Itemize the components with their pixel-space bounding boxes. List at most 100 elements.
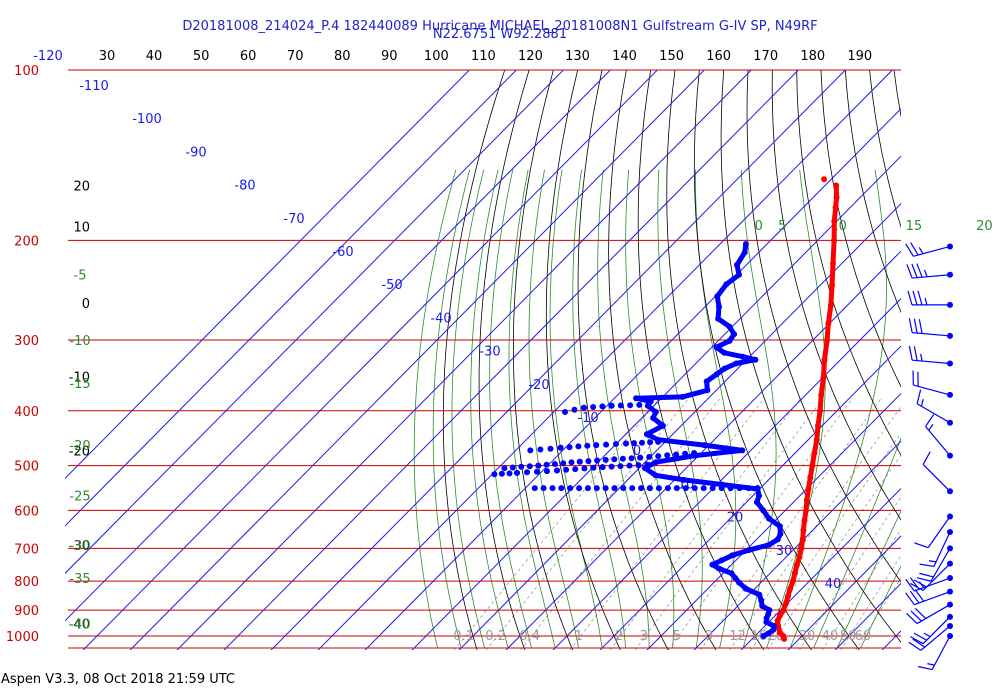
wind-barb-shaft	[922, 463, 951, 492]
isotherm-line	[646, 392, 901, 650]
dewpoint-trace-point	[756, 492, 762, 499]
dry-adiabat-line	[967, 70, 1000, 650]
isotherm-line	[364, 108, 901, 650]
dewpoint-excursion-point	[626, 462, 633, 469]
dry-adiabat-line	[771, 70, 901, 521]
dewpoint-trace-point	[713, 371, 720, 378]
wind-barb-flag	[909, 590, 920, 604]
top-axis-tick-label: 70	[287, 49, 304, 64]
temperature-trace-point	[813, 436, 820, 443]
dry-adiabat-label: 20	[73, 180, 90, 195]
dewpoint-excursion-point	[619, 455, 626, 462]
wind-barb-flag	[927, 663, 935, 666]
moist-adiabat-label: 15	[906, 219, 923, 234]
moist-adiabat-label: -5	[74, 269, 87, 284]
dewpoint-excursion-point	[646, 485, 653, 492]
dewpoint-trace-point	[753, 499, 760, 506]
temperature-trace-point	[785, 593, 791, 600]
dewpoint-excursion-point	[639, 439, 645, 446]
dewpoint-trace-point	[736, 579, 743, 586]
dewpoint-excursion-point	[754, 485, 761, 492]
wind-barb-flag	[917, 290, 923, 306]
wind-barb-flag	[920, 353, 923, 362]
isotherm-label: -10	[577, 411, 598, 426]
dewpoint-trace-point	[726, 323, 733, 330]
dewpoint-excursion-point	[602, 456, 609, 463]
wind-barb-shaft	[922, 616, 951, 645]
dry-adiabat-line	[513, 70, 574, 650]
wind-barb-shaft	[916, 403, 951, 424]
dewpoint-excursion-point	[691, 450, 698, 456]
wind-barb-shaft	[930, 548, 951, 582]
dewpoint-excursion-point	[563, 466, 570, 473]
temperature-trace-point	[833, 194, 840, 201]
dewpoint-excursion-point	[576, 485, 583, 492]
dewpoint-excursion-point	[608, 463, 615, 470]
dewpoint-excursion-point	[575, 443, 582, 450]
temperature-trace-point	[818, 391, 825, 398]
temperature-trace-point	[815, 422, 821, 429]
dewpoint-excursion-point	[537, 446, 544, 453]
wind-barbs	[905, 242, 953, 671]
dewpoint-excursion-point	[682, 485, 689, 492]
dry-adiabat-label: 0	[82, 297, 90, 312]
temperature-trace-point	[830, 260, 836, 267]
isotherm-line	[176, 70, 753, 650]
dewpoint-excursion-point	[566, 444, 573, 451]
temperature-trace-point	[780, 607, 787, 614]
top-axis-tick-label: 100	[424, 49, 449, 64]
wind-barb-flag	[910, 242, 919, 256]
temperature-trace-point	[824, 337, 831, 344]
dewpoint-excursion-point	[655, 485, 662, 492]
isotherm-line	[65, 70, 471, 480]
dewpoint-excursion-point	[531, 485, 538, 492]
dewpoint-excursion-point	[526, 463, 533, 470]
temperature-trace-point	[821, 356, 828, 363]
wind-barb-flag	[919, 563, 935, 568]
temperature-trace-point	[807, 474, 814, 481]
mixing-ratio-label: 30	[799, 629, 816, 644]
dewpoint-excursion-point	[637, 454, 644, 461]
dewpoint-trace-point	[758, 597, 765, 604]
dewpoint-excursion-point	[736, 485, 743, 492]
wind-barb-flag	[922, 451, 931, 465]
pressure-tick-label: 500	[14, 460, 39, 475]
temperature-trace-point	[803, 497, 810, 503]
dewpoint-excursion-point	[593, 485, 600, 492]
wind-barb-flag	[905, 578, 915, 592]
dewpoint-excursion-point	[655, 453, 662, 460]
wind-barb-flag	[923, 269, 928, 277]
dewpoint-excursion-point	[611, 485, 618, 492]
dewpoint-trace-point	[650, 415, 657, 421]
wind-barb-flag	[920, 399, 924, 407]
wind-barb-shaft	[925, 426, 951, 456]
wind-barb-flag	[912, 290, 918, 306]
dewpoint-excursion-point	[558, 485, 565, 492]
wind-barb-flag	[908, 641, 922, 651]
moist-adiabat-label: -35	[69, 572, 90, 587]
temperature-trace-point	[783, 600, 790, 607]
top-axis-tick-label: 190	[847, 49, 872, 64]
dewpoint-excursion-point	[581, 465, 588, 472]
dewpoint-excursion-point	[554, 467, 560, 474]
moist-adiabat-label: -40	[69, 617, 90, 632]
dewpoint-excursion-point	[673, 485, 680, 492]
dewpoint-excursion-point	[498, 470, 505, 477]
moist-adiabat-label: -25	[69, 490, 90, 505]
top-axis-tick-label: 160	[706, 49, 731, 64]
mixing-ratio-label: 3	[640, 629, 648, 644]
dewpoint-excursion-point	[631, 440, 637, 447]
wind-barb-flag	[905, 592, 915, 606]
dewpoint-excursion-point	[524, 469, 530, 476]
isotherm-line	[82, 70, 659, 650]
dewpoint-trace-point	[659, 422, 666, 429]
mixing-ratio-label: 0.1	[453, 629, 474, 644]
wind-barb-flag	[916, 389, 922, 404]
dewpoint-excursion-point	[509, 464, 516, 471]
wind-barb-flag	[907, 290, 913, 306]
top-axis-tick-label: 80	[334, 49, 351, 64]
wind-barb-shaft	[922, 563, 951, 591]
top-axis-tick-label: 30	[99, 49, 116, 64]
top-axis-tick-label: 60	[240, 49, 257, 64]
mixing-ratio-label: 8	[705, 629, 713, 644]
